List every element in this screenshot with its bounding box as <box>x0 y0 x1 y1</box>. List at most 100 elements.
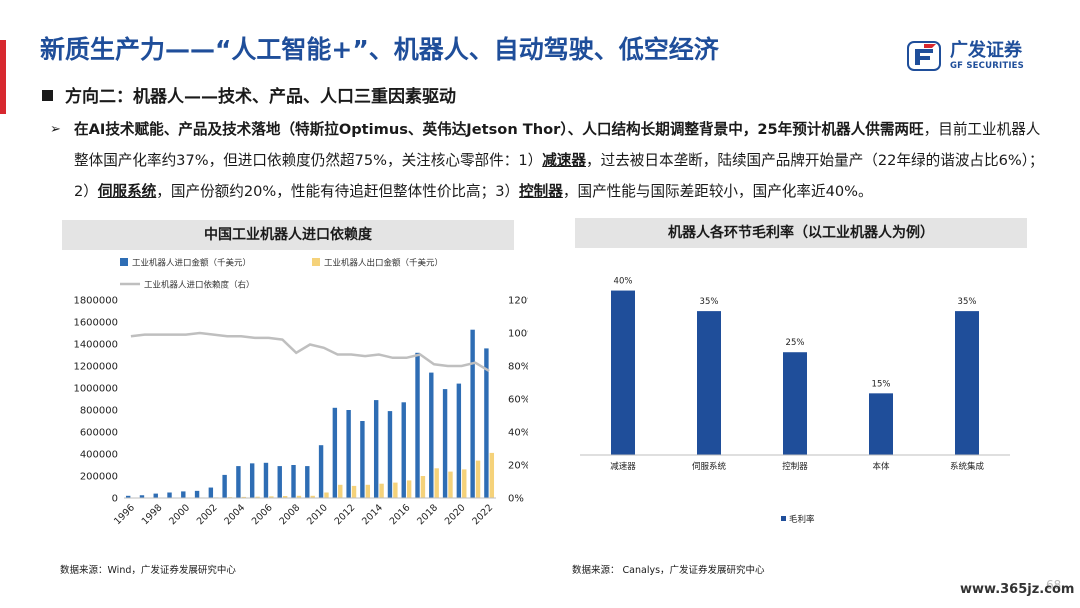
import-bar <box>415 352 420 498</box>
import-bar <box>305 466 310 498</box>
import-bar <box>401 402 406 498</box>
left-axis-tick: 200000 <box>80 472 118 483</box>
export-bar <box>448 471 453 498</box>
margin-bar <box>697 311 721 455</box>
export-bar <box>489 452 495 498</box>
logo-text-en: GF SECURITIES <box>950 61 1025 71</box>
legend-swatch-margin <box>781 516 786 521</box>
import-bar <box>484 348 489 498</box>
export-bar <box>462 469 467 498</box>
logo: 广发证券 GF SECURITIES <box>906 36 1046 76</box>
gf-logo-icon <box>907 41 941 71</box>
export-bar <box>379 483 384 498</box>
dependency-line <box>130 331 490 372</box>
import-bar <box>456 383 462 498</box>
margin-category-label: 控制器 <box>782 461 808 472</box>
x-axis-tick: 2008 <box>277 502 302 527</box>
right-source-note: 数据来源： Canalys，广发证券发展研究中心 <box>572 565 765 576</box>
keyword-servo: 伺服系统 <box>97 183 157 200</box>
arrow-bullet-icon: ➢ <box>50 122 61 137</box>
section-subtitle: 方向二：机器人——技术、产品、人口三重因素驱动 <box>42 82 456 107</box>
legend-label-0: 工业机器人进口金额（千美元） <box>132 258 251 269</box>
import-bar <box>236 466 241 498</box>
import-bar <box>208 487 214 498</box>
export-bar <box>296 495 302 498</box>
import-bar <box>249 463 255 498</box>
export-bar <box>351 485 357 498</box>
import-bar <box>194 490 200 498</box>
margin-bar <box>869 393 893 455</box>
x-axis-tick: 1996 <box>112 502 137 527</box>
import-bar <box>291 465 296 498</box>
right-axis-tick: 80% <box>508 362 528 373</box>
import-bar <box>153 493 158 498</box>
x-axis-tick: 2006 <box>250 502 275 527</box>
export-bar <box>241 496 247 498</box>
keyword-reducer: 减速器 <box>542 152 586 169</box>
x-axis-tick: 2000 <box>167 502 192 527</box>
left-axis-tick: 400000 <box>80 450 118 461</box>
export-bar <box>282 496 288 498</box>
import-bar <box>318 445 324 498</box>
margin-category-label: 系统集成 <box>950 461 985 472</box>
x-axis-tick: 2012 <box>333 502 358 527</box>
right-chart-header: 机器人各环节毛利率（以工业机器人为例） <box>575 218 1027 248</box>
margin-data-label: 35% <box>958 297 977 307</box>
left-axis-tick: 1000000 <box>73 384 118 395</box>
left-axis-tick: 600000 <box>80 428 118 439</box>
legend-label-margin: 毛利率 <box>789 514 815 525</box>
margin-category-label: 伺服系统 <box>692 461 727 472</box>
margin-bar <box>783 352 807 455</box>
paragraph-text-4: ，国产性能与国际差距较小，国产化率近40%。 <box>562 183 873 200</box>
import-bar <box>360 421 365 498</box>
watermark: www.365jz.com <box>960 582 1075 597</box>
import-bar <box>442 389 448 498</box>
right-axis-tick: 60% <box>508 395 528 406</box>
legend-swatch-0 <box>120 258 128 266</box>
x-axis-tick: 2018 <box>415 502 440 527</box>
export-bar <box>475 460 481 498</box>
paragraph-body: 在AI技术赋能、产品及技术落地（特斯拉Optimus、英伟达Jetson Tho… <box>50 114 1050 207</box>
import-bar <box>277 466 282 498</box>
margin-bar <box>611 290 635 455</box>
export-bar <box>365 484 371 498</box>
left-axis-tick: 1200000 <box>73 362 118 373</box>
page-number: 68 <box>1046 578 1062 592</box>
left-axis-tick: 1600000 <box>73 318 118 329</box>
import-bar <box>263 462 269 498</box>
legend-label-2: 工业机器人进口依赖度（右） <box>144 280 255 291</box>
x-axis-tick: 2002 <box>195 502 220 527</box>
import-bar <box>139 495 145 498</box>
import-bar <box>373 400 379 498</box>
keyword-controller: 控制器 <box>519 183 563 200</box>
right-axis-tick: 20% <box>508 461 528 472</box>
import-bar <box>429 372 434 498</box>
export-bar <box>393 482 398 498</box>
import-bar <box>346 410 351 498</box>
import-bar <box>470 329 475 498</box>
right-axis-tick: 120% <box>508 296 528 307</box>
right-axis-tick: 100% <box>508 329 528 340</box>
export-bar <box>406 480 412 498</box>
right-axis-tick: 0% <box>508 494 524 505</box>
legend-swatch-1 <box>312 258 320 266</box>
margin-category-label: 减速器 <box>610 461 636 472</box>
legend-label-1: 工业机器人出口金额（千美元） <box>324 258 443 269</box>
export-bar <box>269 496 274 498</box>
x-axis-tick: 2004 <box>222 502 247 527</box>
left-axis-tick: 0 <box>112 494 118 505</box>
subtitle-text: 方向二：机器人——技术、产品、人口三重因素驱动 <box>65 87 456 107</box>
left-axis-tick: 800000 <box>80 406 118 417</box>
import-bar <box>222 474 227 498</box>
right-axis-tick: 40% <box>508 428 528 439</box>
x-axis-tick: 1998 <box>140 502 165 527</box>
export-bar <box>310 495 315 498</box>
x-axis-tick: 2020 <box>443 502 468 527</box>
paragraph-text-2: ，过去被日本垄断，陆续国产品牌开始量产（22年绿的谐波占比6%）；2） <box>74 152 1044 200</box>
import-bar <box>387 411 393 498</box>
import-bar <box>181 491 186 498</box>
import-bar <box>125 495 131 498</box>
x-axis-tick: 2022 <box>470 502 495 527</box>
paragraph-bold-intro: 在AI技术赋能、产品及技术落地（特斯拉Optimus、英伟达Jetson Tho… <box>74 121 924 138</box>
